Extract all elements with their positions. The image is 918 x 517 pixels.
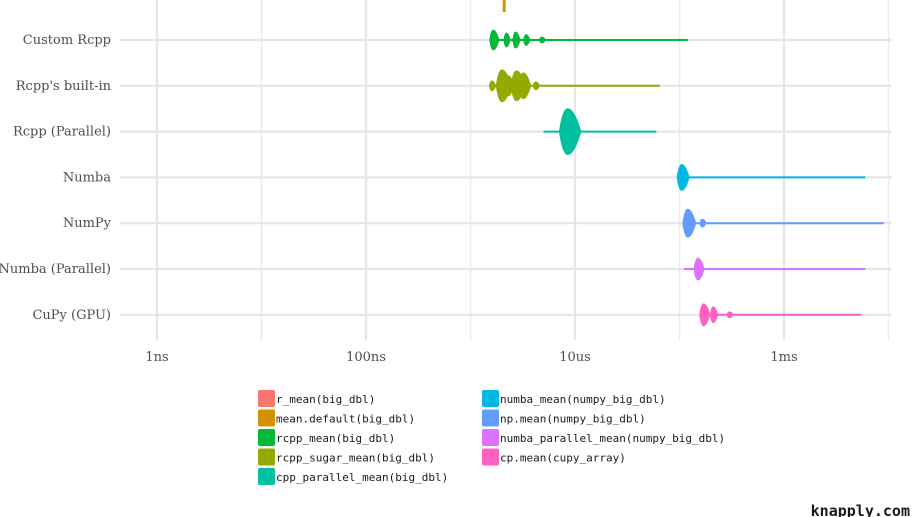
violin-mode: [512, 31, 521, 49]
legend-label: numba_mean(numpy_big_dbl): [500, 393, 666, 406]
violin-rcpp-mean-big-dbl-: [489, 29, 688, 51]
x-tick-label: 10us: [559, 350, 591, 365]
legend-key: [482, 390, 499, 407]
watermark-text: knapply.com: [811, 502, 910, 517]
legend-key: [258, 429, 275, 446]
legend-label: numba_parallel_mean(numpy_big_dbl): [500, 432, 725, 445]
violin-cp-mean-cupy-array-: [699, 303, 862, 327]
x-tick-label: 1ns: [145, 350, 168, 365]
x-axis-tick-labels: 1ns 100ns 10us 1ms: [145, 350, 797, 365]
legend-key: [258, 409, 275, 427]
legend-key: [482, 429, 499, 446]
violin-np-mean-numpy-big-dbl-: [682, 208, 884, 238]
violin-mode: [518, 72, 532, 100]
y-axis-label: Custom Rcpp: [23, 33, 111, 48]
violin-cpp-parallel-mean-big-dbl-: [543, 108, 657, 156]
violin-mode: [682, 208, 697, 238]
y-axis-label: CuPy (GPU): [32, 308, 111, 323]
violin-mode: [558, 108, 582, 156]
violin-mode: [538, 36, 547, 44]
legend-key: [258, 468, 275, 485]
legend-label: mean.default(big_dbl): [276, 413, 415, 426]
legend-label: rcpp_mean(big_dbl): [276, 432, 395, 445]
violin-rcpp-sugar-mean-big-dbl-: [488, 69, 660, 103]
y-axis-label: Rcpp (Parallel): [13, 125, 111, 140]
violin-mode: [489, 29, 500, 51]
violin-series: [488, 0, 884, 327]
legend-key: [258, 448, 275, 466]
x-tick-label: 100ns: [346, 350, 386, 365]
violin-mode: [726, 311, 734, 319]
violin-mode: [699, 218, 707, 228]
y-axis-label: Numba: [63, 170, 111, 185]
violin-mode: [523, 34, 531, 46]
y-axis-label: NumPy: [63, 216, 112, 231]
violin-mode: [488, 80, 497, 92]
violin-mean-default-partial: [502, 0, 506, 12]
minor-gridlines: [260, 0, 890, 340]
y-axis-label: Rcpp's built-in: [16, 79, 112, 94]
violin-numba-parallel-mean-numpy-big-dbl-: [683, 257, 866, 281]
legend-label: cp.mean(cupy_array): [500, 452, 626, 465]
violin-mode: [709, 306, 719, 324]
x-tick-label: 1ms: [770, 350, 797, 365]
legend-label: r_mean(big_dbl): [276, 393, 375, 406]
legend: r_mean(big_dbl) mean.default(big_dbl)rcpp…: [258, 390, 725, 485]
legend-label: np.mean(numpy_big_dbl): [500, 413, 646, 426]
violin-numba-mean-numpy-big-dbl-: [676, 163, 866, 191]
violin-mode: [699, 303, 711, 327]
violin-mode: [503, 32, 511, 48]
violin-mode: [532, 81, 541, 91]
major-gridlines: [120, 0, 892, 340]
y-axis-labels: Custom Rcpp Rcpp's built-in Rcpp (Parallel…: [0, 33, 112, 323]
legend-key: [258, 390, 275, 407]
legend-label: rcpp_sugar_mean(big_dbl): [276, 452, 435, 465]
legend-key: [482, 409, 499, 427]
legend-key: [482, 448, 499, 466]
violin-mode: [693, 257, 705, 281]
y-axis-label: Numba (Parallel): [0, 262, 111, 277]
violin-mode: [676, 163, 690, 191]
legend-label: cpp_parallel_mean(big_dbl): [276, 471, 448, 484]
